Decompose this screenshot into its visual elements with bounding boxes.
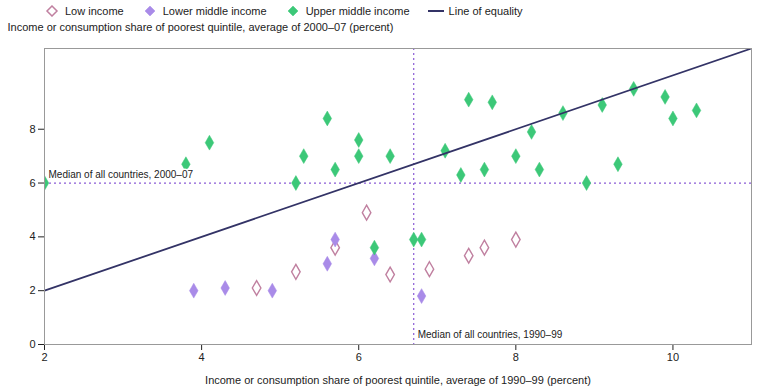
- html-text:Line of equality: Line of equality: [448, 5, 523, 17]
- svg-text:2: 2: [29, 284, 35, 296]
- html-text:Low income: Low income: [65, 5, 124, 17]
- svg-text:4: 4: [29, 230, 35, 242]
- svg-text:8: 8: [29, 123, 35, 135]
- svg-text:6: 6: [356, 351, 362, 363]
- svg-text:10: 10: [667, 351, 679, 363]
- svg-text:2: 2: [41, 351, 47, 363]
- svg-text:Median of all countries, 1990–: Median of all countries, 1990–99: [418, 329, 563, 340]
- svg-text:4: 4: [199, 351, 205, 363]
- svg-text:0: 0: [29, 338, 35, 350]
- svg-text:Income or consumption share of: Income or consumption share of poorest q…: [8, 21, 394, 33]
- svg-text:6: 6: [29, 177, 35, 189]
- html-text:Lower middle income: Lower middle income: [162, 5, 267, 17]
- svg-text:Median of all countries, 2000–: Median of all countries, 2000–07: [49, 169, 194, 180]
- html-text:Upper middle income: Upper middle income: [305, 5, 410, 17]
- svg-text:8: 8: [513, 351, 519, 363]
- svg-text:Income or consumption share of: Income or consumption share of poorest q…: [205, 374, 591, 386]
